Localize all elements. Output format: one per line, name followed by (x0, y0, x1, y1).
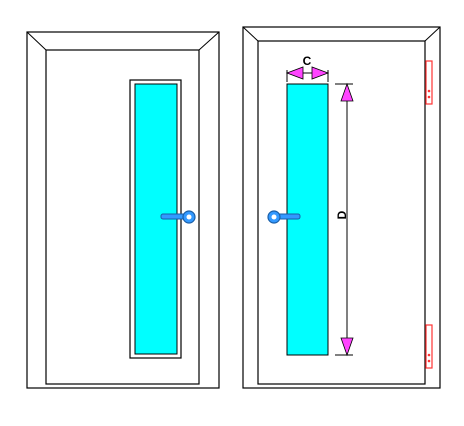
dimension-c-label: C (303, 54, 312, 68)
dimension-d: D (335, 82, 354, 357)
arrow-right-icon (311, 66, 330, 80)
door-back-view: C D (242, 26, 441, 389)
door-frame-outer-back (242, 26, 441, 389)
hinge-bottom (425, 324, 433, 369)
door-front-view (26, 31, 220, 389)
arrow-down-icon (340, 337, 354, 357)
door-frame-outer (26, 31, 220, 389)
dimension-c: C (285, 54, 330, 82)
frame-corner-top-left (26, 31, 47, 51)
arrow-left-icon (285, 66, 304, 80)
door-handle (160, 210, 196, 224)
hinge-top (425, 60, 433, 105)
frame-corner-top-left-back (242, 26, 259, 42)
door-handle-back (267, 210, 301, 224)
dimension-d-label: D (335, 210, 349, 219)
frame-corner-top-right (198, 31, 220, 51)
arrow-up-icon (340, 82, 354, 102)
frame-corner-top-right-back (424, 26, 441, 42)
